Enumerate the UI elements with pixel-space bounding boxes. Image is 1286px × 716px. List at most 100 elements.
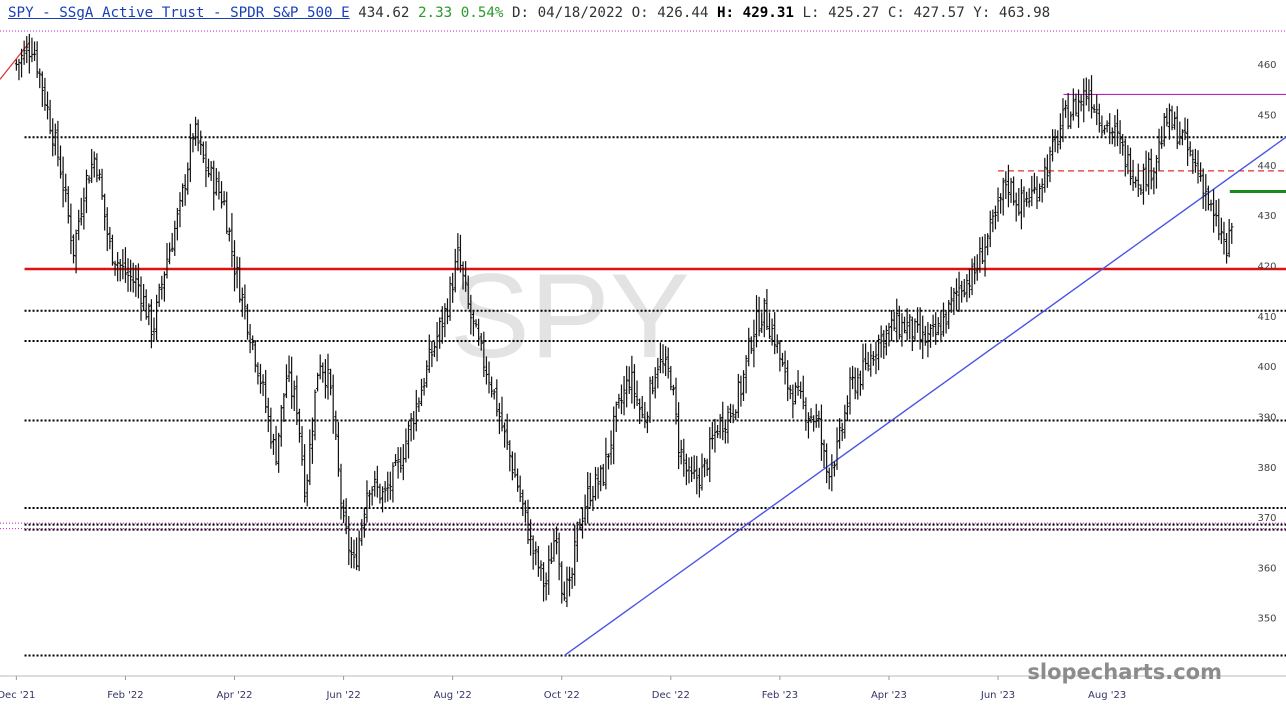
- ohlc-bar-163: [438, 317, 442, 349]
- ohlc-bar-183: [490, 376, 494, 398]
- ohlc-bar-299: [791, 384, 795, 419]
- ohlc-bar-172: [461, 261, 465, 290]
- ohlc-bar-282: [747, 327, 751, 367]
- ohlc-bar-96: [264, 369, 268, 414]
- ohlc-bar-310: [819, 404, 824, 461]
- ohlc-bar-269: [713, 418, 717, 453]
- ohlc-bar-207: [552, 528, 556, 562]
- ohlc-bar-329: [869, 343, 873, 377]
- ohlc-bar-393: [1035, 176, 1039, 210]
- ohlc-bar-361: [952, 287, 956, 316]
- ohlc-bar-266: [705, 458, 709, 477]
- ohlc-bar-338: [892, 311, 896, 331]
- ohlc-bar-410: [1079, 94, 1083, 112]
- ohlc-bar-295: [780, 352, 785, 367]
- ohlc-bar-419: [1102, 125, 1107, 135]
- ohlc-bar-50: [144, 289, 148, 320]
- ohlc-bar-10: [40, 71, 44, 107]
- ohlc-bar-255: [677, 402, 681, 470]
- ohlc-bar-301: [796, 370, 800, 396]
- ohlc-bar-254: [674, 377, 678, 425]
- ohlc-bar-413: [1087, 79, 1091, 112]
- ohlc-bar-304: [804, 397, 808, 431]
- ohlc-bar-216: [575, 521, 579, 562]
- ohlc-bar-359: [947, 299, 951, 330]
- ohlc-bar-164: [440, 306, 444, 344]
- ohlc-bar-450: [1183, 117, 1187, 141]
- ohlc-bar-325: [858, 370, 862, 396]
- ohlc-bar-241: [640, 396, 644, 419]
- ohlc-bar-326: [861, 343, 865, 390]
- price-chart[interactable]: SPY 460 450 440 430 420 410 400 390 380 370 360 350 D…: [0, 26, 1286, 716]
- ohlc-bar-63: [178, 192, 182, 228]
- ohlc-bar-208: [554, 526, 559, 555]
- ohlc-bar-376: [991, 209, 995, 233]
- ohlc-bar-369: [973, 256, 977, 285]
- ohlc-bar-192: [513, 452, 517, 478]
- ohlc-bar-57: [162, 271, 166, 302]
- ohlc-bar-242: [643, 401, 647, 429]
- ohlc-bar-0: [14, 59, 18, 71]
- ohlc-bar-9: [38, 68, 42, 89]
- ohlc-bar-426: [1121, 133, 1125, 156]
- ohlc-bar-56: [160, 275, 164, 300]
- ohlc-bar-436: [1147, 152, 1151, 195]
- ohlc-bar-59: [167, 242, 172, 265]
- ohlc-bar-417: [1097, 103, 1101, 133]
- ohlc-bar-104: [284, 364, 289, 399]
- ohlc-bar-311: [822, 439, 826, 468]
- ohlc-bar-430: [1131, 159, 1135, 191]
- ohlc-bar-384: [1012, 176, 1016, 206]
- ohlc-bar-327: [863, 343, 868, 371]
- bar-date: D: 04/18/2022: [512, 5, 624, 21]
- ohlc-bar-146: [393, 454, 398, 466]
- ohlc-bar-48: [139, 276, 143, 321]
- ohlc-bar-85: [235, 256, 239, 289]
- ohlc-bar-275: [728, 403, 733, 423]
- ohlc-bar-449: [1180, 129, 1185, 146]
- ohlc-bar-331: [874, 341, 878, 375]
- ohlc-bar-52: [149, 299, 154, 349]
- ohlc-bar-320: [845, 395, 850, 422]
- ohlc-bar-244: [648, 376, 652, 423]
- ohlc-bar-122: [331, 374, 335, 434]
- ohlc-bar-454: [1193, 148, 1198, 173]
- ohlc-bar-86: [238, 257, 242, 303]
- ohlc-bar-435: [1144, 150, 1148, 192]
- ohlc-bar-462: [1214, 199, 1218, 227]
- ohlc-bar-92: [253, 340, 257, 373]
- ohlc-bar-132: [357, 530, 361, 572]
- ohlc-bar-114: [310, 417, 315, 464]
- low-price: L: 425.27: [802, 5, 880, 21]
- ohlc-bar-101: [277, 432, 281, 473]
- trendline-red-upper: [0, 41, 31, 80]
- ohlc-bar-357: [941, 302, 946, 337]
- ohlc-bar-442: [1162, 113, 1166, 147]
- ohlc-bar-66: [186, 162, 190, 195]
- x-tick-label-2: Apr '22: [217, 690, 253, 701]
- x-tick-label-8: Apr '23: [871, 690, 907, 701]
- ohlc-bar-127: [344, 498, 348, 535]
- ohlc-bar-231: [614, 401, 618, 433]
- ohlc-bar-414: [1089, 75, 1094, 119]
- ohlc-bar-374: [986, 233, 990, 256]
- y-tick-label-440: 440: [1257, 161, 1276, 172]
- ohlc-bar-349: [921, 315, 925, 360]
- ohlc-bar-391: [1030, 175, 1034, 207]
- ohlc-bar-83: [230, 213, 234, 268]
- ohlc-bar-270: [715, 424, 720, 439]
- ohlc-bar-108: [295, 375, 299, 426]
- ohlc-bar-235: [625, 365, 629, 408]
- ohlc-bar-134: [362, 507, 366, 538]
- ohlc-bar-26: [82, 187, 86, 230]
- ohlc-bar-386: [1017, 188, 1021, 216]
- ohlc-bar-288: [762, 298, 766, 338]
- ticker-title-link[interactable]: SPY - SSgA Active Trust - SPDR S&P 500 E: [8, 5, 350, 21]
- ohlc-bar-330: [871, 351, 875, 366]
- ohlc-bar-162: [435, 322, 439, 362]
- ohlc-bar-154: [414, 389, 418, 432]
- ohlc-bar-226: [601, 463, 605, 487]
- ohlc-bar-433: [1139, 184, 1143, 195]
- ohlc-bar-170: [456, 233, 460, 271]
- ohlc-bar-107: [292, 380, 296, 412]
